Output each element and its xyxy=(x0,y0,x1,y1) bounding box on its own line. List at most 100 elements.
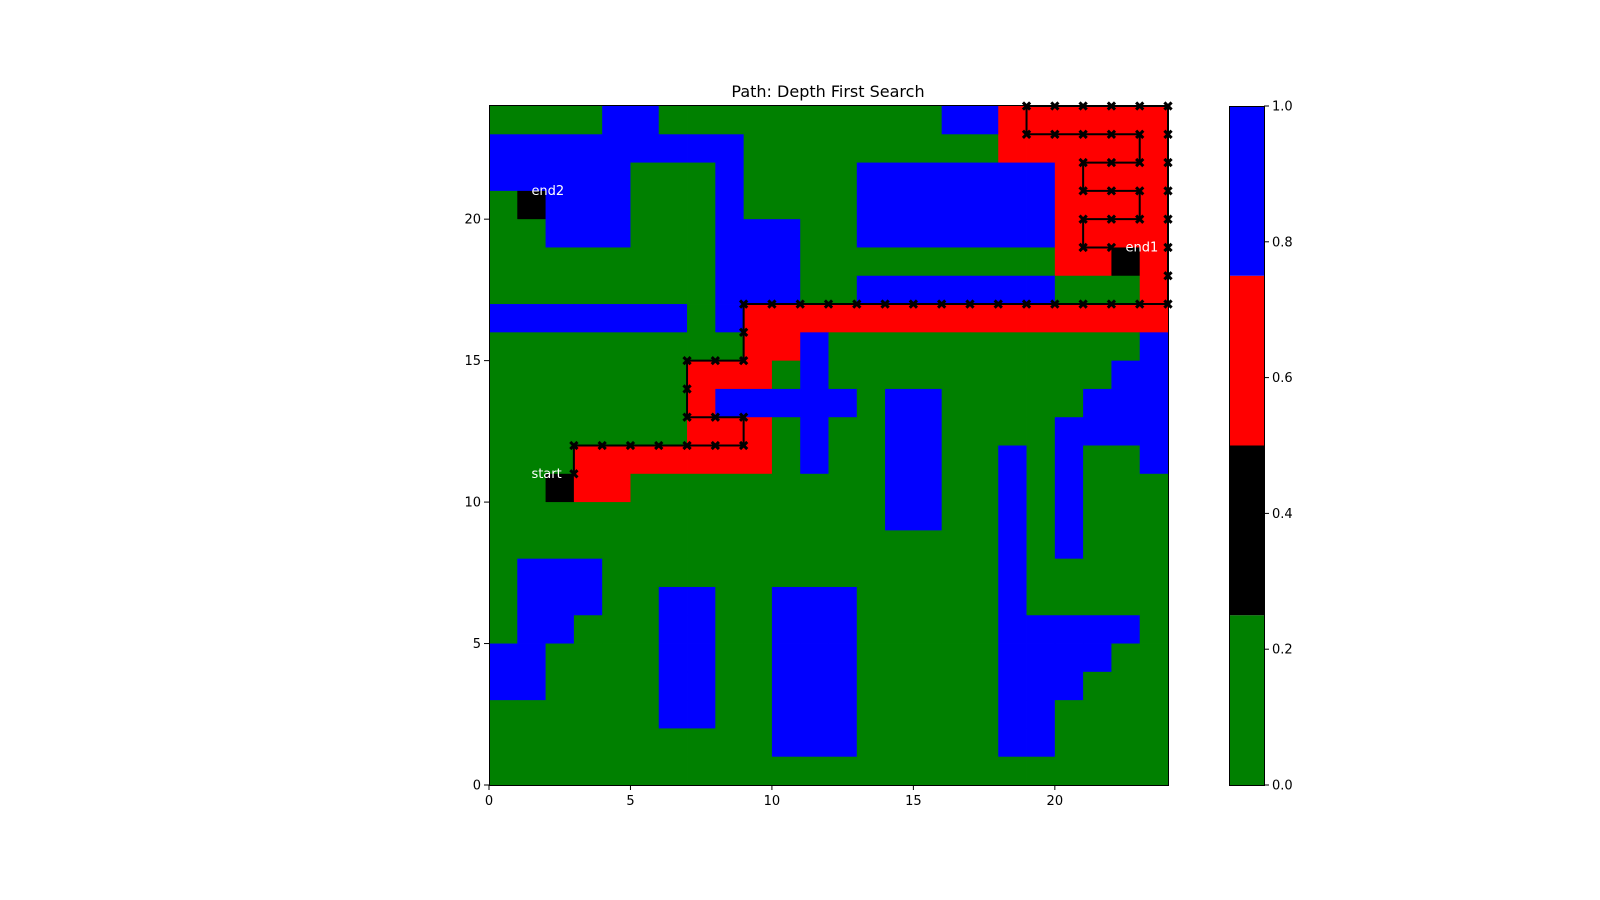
heatmap-cell xyxy=(1139,671,1169,701)
heatmap-cell xyxy=(743,756,773,786)
heatmap-cell xyxy=(517,134,546,163)
heatmap-cell xyxy=(545,671,575,701)
heatmap-cell xyxy=(913,586,943,616)
heatmap-cell xyxy=(658,134,688,163)
x-tick-label: 5 xyxy=(626,794,634,809)
heatmap-cell xyxy=(771,247,801,277)
heatmap-cell xyxy=(771,275,801,305)
colorbar-band xyxy=(1229,275,1264,446)
heatmap-cell xyxy=(545,756,575,786)
heatmap-cell xyxy=(969,473,999,503)
heatmap-cell xyxy=(687,756,716,786)
heatmap-cell xyxy=(800,473,829,503)
heatmap-cell xyxy=(687,190,716,220)
colorbar-band xyxy=(1229,445,1264,616)
heatmap-cell xyxy=(969,756,999,786)
heatmap-cell xyxy=(715,700,745,729)
heatmap-cell xyxy=(800,134,829,163)
path-marker xyxy=(569,440,579,451)
heatmap-cell xyxy=(1083,360,1112,390)
heatmap-cell xyxy=(1083,558,1112,588)
heatmap-cell xyxy=(800,360,829,390)
heatmap-cell xyxy=(687,219,716,248)
heatmap-cell xyxy=(856,615,886,644)
colorbar-tick-label: 1.0 xyxy=(1272,100,1293,115)
heatmap-cell xyxy=(856,190,886,220)
heatmap-cell xyxy=(1026,756,1056,786)
heatmap-cell xyxy=(489,134,518,163)
heatmap-cell xyxy=(856,275,886,305)
heatmap-cell xyxy=(658,445,688,475)
heatmap-cell xyxy=(489,247,518,277)
heatmap-cell xyxy=(1139,643,1169,673)
heatmap-cell xyxy=(828,671,858,701)
path-marker xyxy=(795,299,805,309)
annotation-end2: end2 xyxy=(531,184,564,199)
heatmap-cell xyxy=(517,586,546,616)
heatmap-cell xyxy=(602,190,631,220)
heatmap-cell xyxy=(489,530,518,560)
heatmap-cell xyxy=(630,615,660,644)
path-marker xyxy=(993,299,1003,309)
heatmap-cell xyxy=(941,530,971,560)
heatmap-cell xyxy=(517,615,546,644)
heatmap-cell xyxy=(1026,162,1056,192)
heatmap-cell xyxy=(602,530,631,560)
heatmap-cell xyxy=(489,445,518,475)
heatmap-cell xyxy=(1054,615,1084,644)
heatmap-cell xyxy=(800,106,829,135)
path-marker xyxy=(738,440,749,451)
heatmap-cell xyxy=(828,106,858,135)
heatmap-cell xyxy=(1026,360,1056,390)
heatmap-cell xyxy=(885,417,914,446)
heatmap-cell xyxy=(828,190,858,220)
heatmap-cell xyxy=(1139,473,1169,503)
heatmap-cell xyxy=(913,530,943,560)
heatmap-cell xyxy=(969,360,999,390)
heatmap-cell xyxy=(715,134,745,163)
heatmap-cell xyxy=(941,190,971,220)
heatmap-cell xyxy=(800,190,829,220)
heatmap-cell xyxy=(1083,388,1112,418)
heatmap-cell xyxy=(602,134,631,163)
heatmap-cell xyxy=(602,671,631,701)
heatmap-cell xyxy=(573,388,603,418)
heatmap-cell xyxy=(517,445,546,475)
heatmap-cell xyxy=(998,360,1027,390)
heatmap-cell xyxy=(828,417,858,446)
heatmap-cell xyxy=(658,728,688,758)
heatmap-cell xyxy=(1111,728,1141,758)
heatmap-cell xyxy=(545,502,575,531)
heatmap-cell xyxy=(969,615,999,644)
heatmap-cell xyxy=(715,219,745,248)
heatmap-cell xyxy=(1083,643,1112,673)
heatmap-cell xyxy=(715,473,745,503)
heatmap-cell xyxy=(969,445,999,475)
path-layer xyxy=(569,101,1173,479)
heatmap-cell xyxy=(885,530,914,560)
colorbar-tick-label: 0.6 xyxy=(1272,371,1293,386)
heatmap-cell xyxy=(1083,247,1112,277)
heatmap-cell xyxy=(885,756,914,786)
heatmap-cell xyxy=(715,388,745,418)
heatmap-cell xyxy=(885,106,914,135)
heatmap-cell xyxy=(573,134,603,163)
heatmap-cell xyxy=(517,304,546,333)
path-marker xyxy=(1078,299,1088,309)
heatmap-cell xyxy=(1054,417,1084,446)
heatmap-cell xyxy=(658,473,688,503)
heatmap-cell xyxy=(969,247,999,277)
colorbar-tick-label: 0.4 xyxy=(1272,507,1293,522)
heatmap-cell xyxy=(1054,219,1084,248)
path-marker xyxy=(738,299,749,309)
heatmap-cell xyxy=(517,700,546,729)
heatmap-cell xyxy=(856,586,886,616)
heatmap-cell xyxy=(941,756,971,786)
heatmap-cell xyxy=(687,106,716,135)
heatmap-cell xyxy=(573,615,603,644)
heatmap-cell xyxy=(658,162,688,192)
heatmap-cell xyxy=(1139,332,1169,362)
chart-title: Path: Depth First Search xyxy=(731,82,924,101)
heatmap-cell xyxy=(913,445,943,475)
heatmap-cell xyxy=(489,558,518,588)
